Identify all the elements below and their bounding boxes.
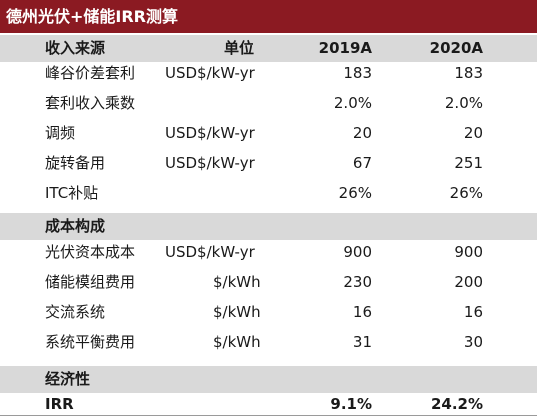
row-value-2020a: 30 bbox=[463, 333, 483, 351]
table-row: 光伏资本成本 USD$/kW-yr 900 900 bbox=[0, 237, 537, 267]
header-unit: 单位 bbox=[224, 39, 255, 57]
row-name: 套利收入乘数 bbox=[45, 94, 136, 112]
row-unit: USD$/kW-yr bbox=[165, 64, 255, 82]
row-value-2019a: 16 bbox=[352, 303, 372, 321]
table-row: 峰谷价差套利 USD$/kW-yr 183 183 bbox=[0, 58, 537, 88]
row-value-2019a: 26% bbox=[338, 184, 372, 202]
table-title: 德州光伏+储能IRR测算 bbox=[0, 0, 537, 33]
row-value-2019a: 900 bbox=[343, 243, 372, 261]
irr-row: IRR 9.1% 24.2% bbox=[0, 391, 537, 417]
row-value-2020a: 2.0% bbox=[444, 94, 483, 112]
row-name: 旋转备用 bbox=[45, 154, 106, 172]
cost-section-header: 成本构成 bbox=[0, 213, 537, 240]
header-2019a: 2019A bbox=[318, 39, 372, 57]
row-unit: USD$/kW-yr bbox=[165, 124, 255, 142]
econ-section-header: 经济性 bbox=[0, 366, 537, 393]
irr-label: IRR bbox=[45, 395, 74, 413]
table-row: 旋转备用 USD$/kW-yr 67 251 bbox=[0, 148, 537, 178]
row-name: 调频 bbox=[45, 124, 76, 142]
row-value-2020a: 16 bbox=[463, 303, 483, 321]
row-name: 储能模组费用 bbox=[45, 273, 136, 291]
row-unit: $/kWh bbox=[213, 303, 261, 321]
table-row: 调频 USD$/kW-yr 20 20 bbox=[0, 118, 537, 148]
econ-section-label: 经济性 bbox=[45, 370, 91, 388]
row-value-2019a: 183 bbox=[343, 64, 372, 82]
bottom-rule bbox=[0, 415, 537, 416]
row-name: 系统平衡费用 bbox=[45, 333, 136, 351]
table-row: 储能模组费用 $/kWh 230 200 bbox=[0, 267, 537, 297]
row-value-2020a: 200 bbox=[454, 273, 483, 291]
row-unit: USD$/kW-yr bbox=[165, 154, 255, 172]
row-value-2019a: 230 bbox=[343, 273, 372, 291]
row-value-2019a: 31 bbox=[352, 333, 372, 351]
row-unit: USD$/kW-yr bbox=[165, 243, 255, 261]
row-value-2019a: 2.0% bbox=[333, 94, 372, 112]
row-value-2020a: 26% bbox=[449, 184, 483, 202]
row-name: ITC补贴 bbox=[45, 184, 99, 202]
row-unit: $/kWh bbox=[213, 333, 261, 351]
row-value-2020a: 183 bbox=[454, 64, 483, 82]
table-row: ITC补贴 26% 26% bbox=[0, 178, 537, 208]
irr-value-2020a: 24.2% bbox=[430, 395, 483, 413]
row-value-2020a: 20 bbox=[463, 124, 483, 142]
row-value-2019a: 20 bbox=[352, 124, 372, 142]
table-row: 系统平衡费用 $/kWh 31 30 bbox=[0, 327, 537, 357]
row-name: 光伏资本成本 bbox=[45, 243, 136, 261]
row-value-2019a: 67 bbox=[352, 154, 372, 172]
row-name: 交流系统 bbox=[45, 303, 106, 321]
header-2020a: 2020A bbox=[429, 39, 483, 57]
row-name: 峰谷价差套利 bbox=[45, 64, 136, 82]
row-unit: $/kWh bbox=[213, 273, 261, 291]
irr-value-2019a: 9.1% bbox=[330, 395, 372, 413]
header-name: 收入来源 bbox=[45, 39, 106, 57]
header-row: 收入来源 单位 2019A 2020A bbox=[0, 35, 537, 62]
cost-section-label: 成本构成 bbox=[45, 217, 106, 235]
row-value-2020a: 251 bbox=[454, 154, 483, 172]
row-value-2020a: 900 bbox=[454, 243, 483, 261]
table-row: 套利收入乘数 2.0% 2.0% bbox=[0, 88, 537, 118]
table-row: 交流系统 $/kWh 16 16 bbox=[0, 297, 537, 327]
